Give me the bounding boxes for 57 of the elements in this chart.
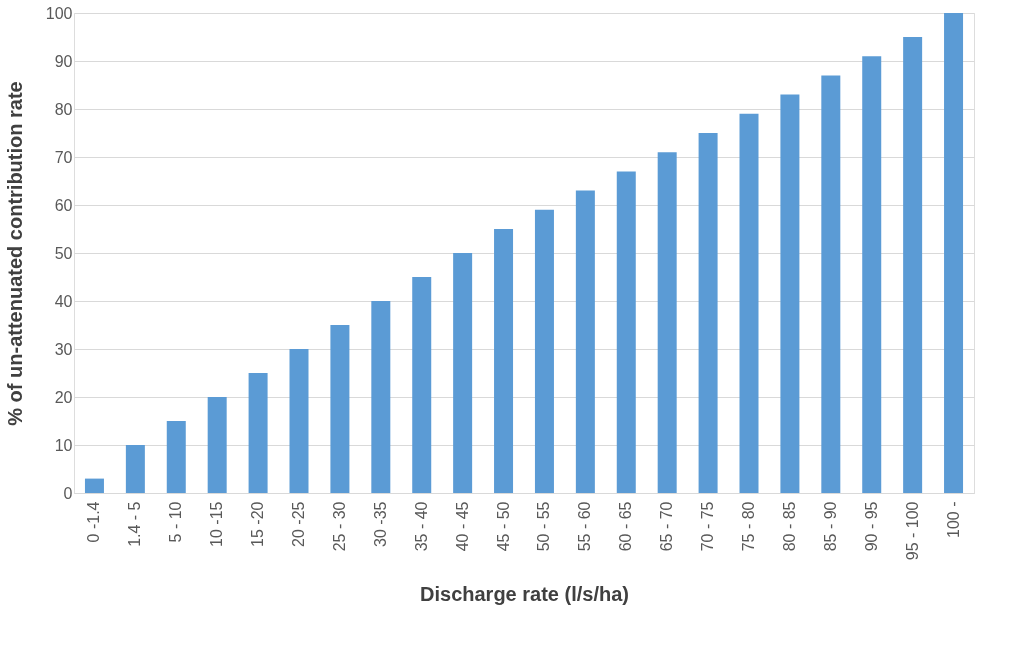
bar [125,445,145,493]
bar [739,113,759,493]
bar [616,171,636,493]
bar [453,253,473,493]
x-tick-label: 30 -35 [371,501,389,547]
x-tick-label: 100 - [944,501,962,538]
x-tick-label: 95 - 100 [903,501,921,561]
y-tick-label: 100 [45,4,73,22]
x-tick-label: 15 -20 [249,501,267,547]
x-tick-label: 35 - 40 [412,501,430,552]
y-tick-label: 80 [54,100,73,118]
x-tick-label: 60 - 65 [617,501,635,552]
bar [534,209,554,493]
bar [289,349,309,493]
bar [84,478,104,493]
bar [944,13,964,493]
x-tick-label: 0 -1.4 [85,501,103,543]
x-tick-label: 55 - 60 [576,501,594,552]
y-tick-label: 0 [63,484,73,502]
bar [412,277,432,493]
bar [166,421,186,493]
x-tick-label: 40 - 45 [453,501,471,552]
x-tick-label: 75 - 80 [740,501,757,552]
x-tick-label: 5 - 10 [167,501,185,543]
y-axis-title: % of un-attenuated contribution rate [3,81,26,426]
y-tick-label: 40 [54,292,73,310]
y-tick-label: 10 [54,436,73,454]
y-tick-label: 60 [54,196,73,214]
x-tick-label: 80 - 85 [780,501,798,552]
x-tick-label: 20 -25 [290,501,307,547]
x-tick-label: 10 -15 [208,501,226,547]
x-axis-title: Discharge rate (l/s/ha) [420,583,629,606]
x-tick-label: 70 - 75 [699,501,717,552]
bar [780,94,800,493]
bar [371,301,391,493]
x-tick-label: 45 - 50 [494,501,512,552]
bar [698,133,718,493]
x-tick-label: 65 - 70 [658,501,676,552]
bar [862,56,882,493]
bar [903,37,923,493]
y-tick-label: 50 [54,244,73,262]
bar [207,397,227,493]
y-tick-label: 30 [54,340,73,358]
bar [330,325,350,493]
bar [821,75,841,493]
x-tick-label: 85 - 90 [821,501,839,552]
bar [494,229,514,493]
bar [575,190,595,493]
x-tick-label: 1.4 - 5 [126,501,144,547]
y-tick-label: 90 [54,52,73,70]
y-tick-label: 20 [54,388,73,406]
x-tick-label: 90 - 95 [862,501,880,552]
x-tick-label: 25 - 30 [330,501,348,552]
bar [657,152,677,493]
bar [248,373,268,493]
y-tick-label: 70 [54,148,73,166]
x-tick-label: 50 - 55 [535,501,553,552]
